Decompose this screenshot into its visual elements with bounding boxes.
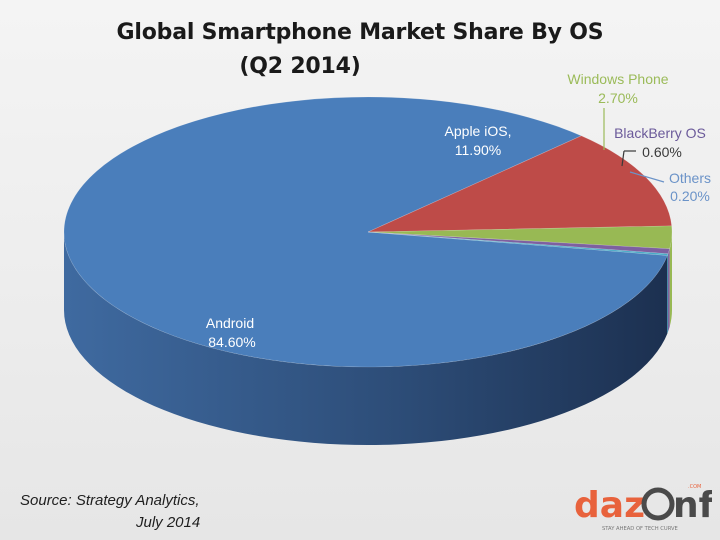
chart-subtitle: (Q2 2014) xyxy=(239,54,361,79)
pie-slice-android xyxy=(63,96,668,368)
logo-text-daz: daz xyxy=(574,485,645,526)
pie-side-windows-phone xyxy=(669,232,672,327)
label-windows-name: Windows Phone xyxy=(567,71,668,87)
chart-title: Global Smartphone Market Share By OS xyxy=(116,20,604,45)
source-date: July 2014 xyxy=(136,514,201,531)
label-ios-value: 11.90% xyxy=(455,142,501,158)
label-android-value: 84.60% xyxy=(208,334,255,350)
pie-slice-blackberry-os xyxy=(367,231,671,255)
logo-tagline: STAY AHEAD OF TECH CURVE xyxy=(602,526,678,532)
pie-slice-others xyxy=(367,231,669,256)
logo-text-info: nfo xyxy=(673,485,712,526)
label-android-name: Android xyxy=(206,315,254,331)
pie-depth xyxy=(64,232,672,445)
source-label: Source: Strategy Analytics, xyxy=(20,492,200,509)
pie-slices xyxy=(63,96,673,368)
pie-side-android xyxy=(64,232,668,445)
logo-ring-icon xyxy=(641,487,675,521)
dazinfo-logo: daz nfo .COM STAY AHEAD OF TECH CURVE xyxy=(574,484,712,532)
label-blackberry-name: BlackBerry OS xyxy=(614,125,706,141)
pie-slice-windows-phone xyxy=(367,225,673,250)
logo-dotcom: .COM xyxy=(688,484,701,490)
leader-blackberry-down xyxy=(621,150,625,167)
label-others-value: 0.20% xyxy=(670,188,710,204)
pie-labels: Android 84.60% Apple iOS, 11.90% Windows Pho… xyxy=(206,71,711,350)
leader-others xyxy=(629,171,665,183)
label-ios-name: Apple iOS, xyxy=(445,123,512,139)
pie-side-others xyxy=(667,253,669,334)
label-blackberry-value: 0.60% xyxy=(642,144,682,160)
label-others-name: Others xyxy=(669,170,711,186)
pie-side-blackberry-os xyxy=(668,248,670,332)
label-windows-value: 2.70% xyxy=(598,90,638,106)
